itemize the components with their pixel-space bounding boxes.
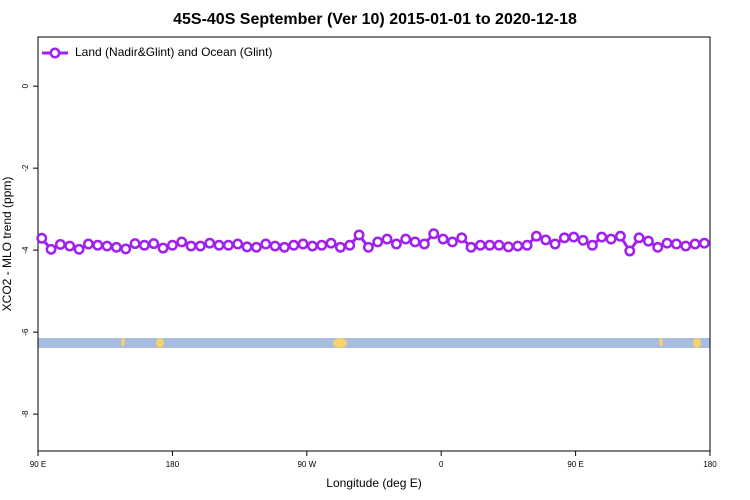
point: [502, 241, 514, 253]
point: [157, 242, 169, 254]
point: [689, 238, 701, 250]
point: [297, 238, 309, 250]
point: [633, 232, 645, 244]
point: [54, 238, 66, 250]
point: [222, 239, 234, 251]
point: [232, 238, 244, 250]
point: [353, 229, 365, 241]
point: [605, 233, 617, 245]
point: [530, 230, 542, 242]
point: [624, 245, 636, 257]
point: [465, 241, 477, 253]
point: [512, 240, 524, 252]
point: [437, 233, 449, 245]
point: [586, 239, 598, 251]
point: [493, 239, 505, 251]
point: [652, 241, 664, 253]
point: [661, 237, 673, 249]
point: [390, 238, 402, 250]
land-ocean-strip: [38, 338, 710, 348]
point: [110, 241, 122, 253]
chart-title: 45S-40S September (Ver 10) 2015-01-01 to…: [173, 11, 577, 28]
point: [540, 234, 552, 246]
point: [316, 239, 328, 251]
point: [241, 241, 253, 253]
point: [372, 236, 384, 248]
point: [64, 240, 76, 252]
point: [670, 238, 682, 250]
point: [568, 231, 580, 243]
point: [45, 243, 57, 255]
point: [642, 235, 654, 247]
plot-frame: [37, 36, 711, 452]
point: [418, 238, 430, 250]
point: [101, 240, 113, 252]
point: [428, 228, 440, 240]
x-tick-label: 180: [166, 460, 180, 469]
point: [204, 237, 216, 249]
point: [260, 238, 272, 250]
point: [362, 241, 374, 253]
point: [456, 232, 468, 244]
x-tick-label: 180: [703, 460, 717, 469]
point: [306, 240, 318, 252]
point: [138, 239, 150, 251]
y-tick-label: -6: [21, 328, 30, 336]
point: [148, 238, 160, 250]
point: [680, 240, 692, 252]
x-tick-label: 90 E: [30, 460, 46, 469]
point: [120, 243, 132, 255]
point: [474, 239, 486, 251]
point: [176, 236, 188, 248]
point: [400, 233, 412, 245]
point: [213, 239, 225, 251]
y-tick-label: -4: [21, 246, 30, 254]
y-tick-label: 0: [21, 83, 30, 88]
y-tick-label: -2: [21, 164, 30, 172]
legend-label: Land (Nadir&Glint) and Ocean (Glint): [75, 45, 272, 59]
point: [325, 237, 337, 249]
point: [344, 239, 356, 251]
point: [484, 239, 496, 251]
point: [549, 238, 561, 250]
y-axis-label: XCO2 - MLO trend (ppm): [0, 177, 14, 312]
point: [36, 232, 48, 244]
point: [250, 241, 262, 253]
point: [269, 240, 281, 252]
point: [73, 243, 85, 255]
point: [596, 231, 608, 243]
point: [185, 240, 197, 252]
point: [577, 234, 589, 246]
point: [614, 230, 626, 242]
x-tick-label: 90 W: [297, 460, 316, 469]
point: [82, 238, 94, 250]
point: [288, 239, 300, 251]
point: [521, 239, 533, 251]
x-axis-label: Longitude (deg E): [326, 476, 421, 490]
point: [558, 232, 570, 244]
y-tick-label: -8: [21, 410, 30, 418]
point: [446, 236, 458, 248]
point: [698, 237, 710, 249]
point: [334, 241, 346, 253]
point: [194, 240, 206, 252]
x-tick-label: 0: [439, 460, 444, 469]
point: [409, 236, 421, 248]
point: [166, 239, 178, 251]
point: [92, 239, 104, 251]
x-tick-label: 90 E: [567, 460, 583, 469]
point: [129, 238, 141, 250]
legend-marker: [49, 47, 61, 59]
point: [381, 233, 393, 245]
point: [278, 241, 290, 253]
